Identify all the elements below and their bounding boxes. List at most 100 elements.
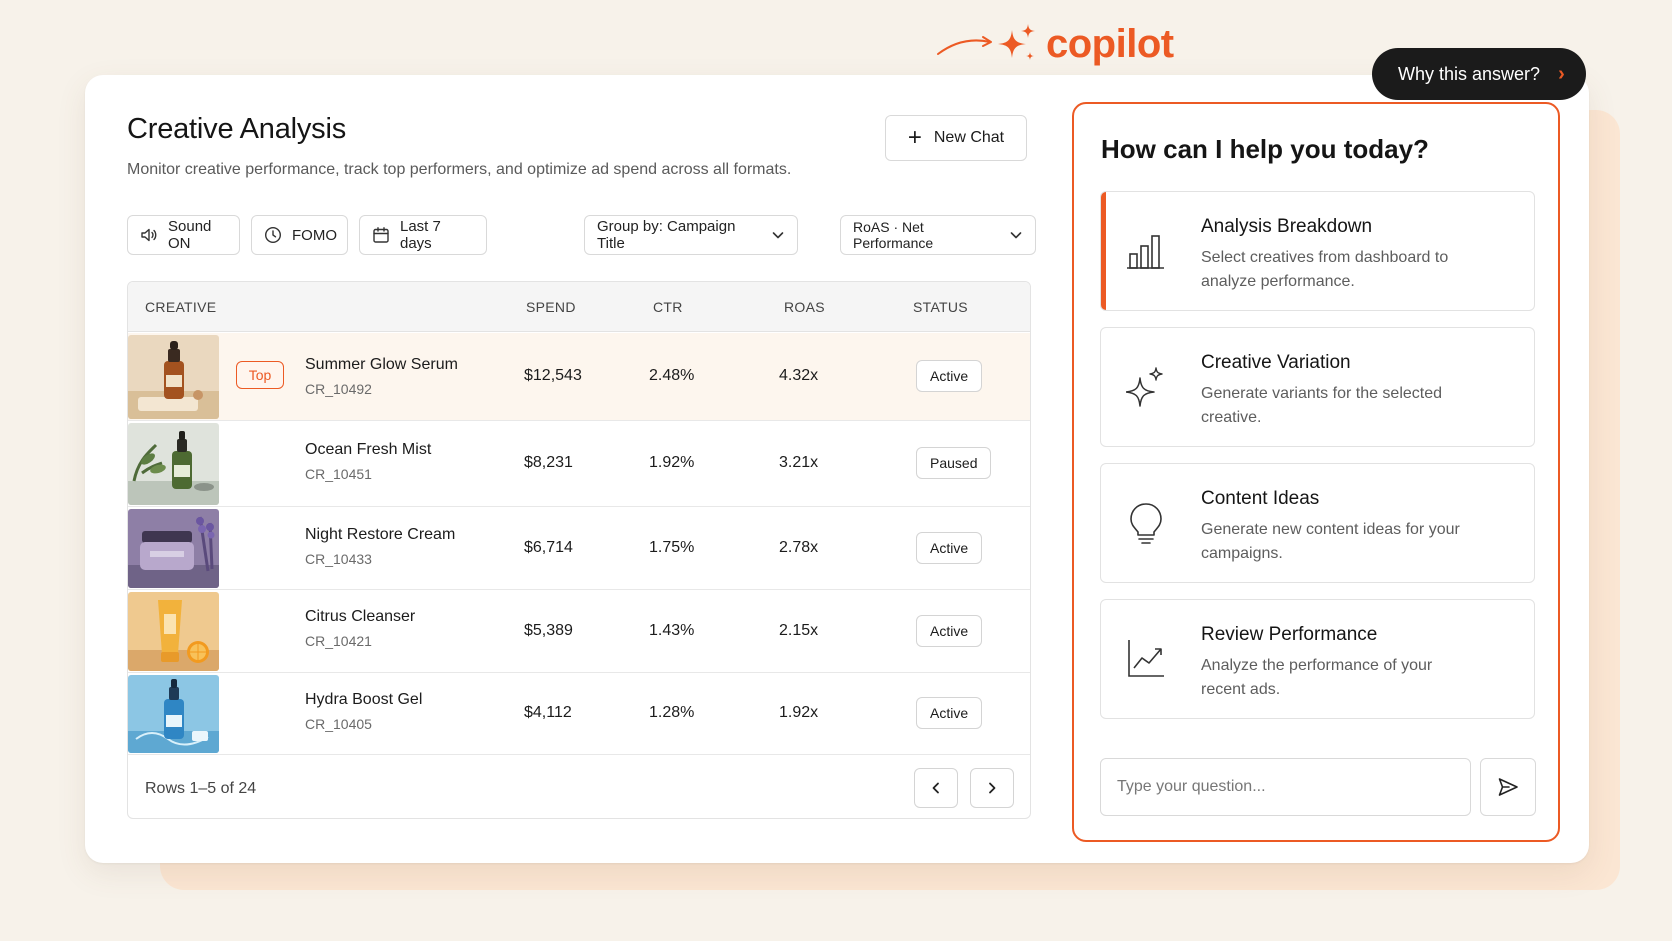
- option-desc: Generate variants for the selected creat…: [1201, 385, 1443, 426]
- spend-value: $5,389: [524, 622, 573, 639]
- creative-id: CR_10492: [305, 381, 372, 397]
- table-row[interactable]: Night Restore Cream CR_10433 $6,714 1.75…: [128, 507, 1030, 590]
- pagination-info: Rows 1–5 of 24: [145, 780, 257, 797]
- chevron-down-icon: [772, 232, 784, 239]
- main-card: Creative Analysis Monitor creative perfo…: [85, 75, 1589, 863]
- creative-thumbnail: [128, 423, 219, 505]
- group-by-dropdown[interactable]: Group by: Campaign Title: [584, 215, 798, 255]
- brand-name: copilot: [1046, 21, 1174, 66]
- new-chat-label: New Chat: [933, 129, 1005, 146]
- option-desc: Analyze the performance of your recent a…: [1201, 657, 1433, 698]
- option-desc: Select creatives from dashboard to analy…: [1201, 249, 1449, 290]
- cleanser-tube-image: [128, 592, 219, 671]
- creative-id: CR_10405: [305, 716, 372, 732]
- gel-bottle-image: [128, 675, 219, 753]
- sparkle-icon: [998, 24, 1035, 60]
- serum-bottle-image: [128, 335, 219, 419]
- spend-value: $8,231: [524, 454, 573, 471]
- speaker-icon: [141, 228, 157, 242]
- cream-jar-image: [128, 509, 219, 588]
- creative-id: CR_10451: [305, 466, 372, 482]
- header-ctr[interactable]: CTR: [653, 299, 683, 315]
- table-row[interactable]: Citrus Cleanser CR_10421 $5,389 1.43% 2.…: [128, 590, 1030, 673]
- brand-logo: copilot: [937, 16, 1174, 72]
- roas-value: 4.32x: [779, 367, 819, 384]
- option-title: Review Performance: [1201, 624, 1378, 645]
- header-status[interactable]: STATUS: [913, 299, 968, 315]
- option-title: Content Ideas: [1201, 488, 1320, 509]
- header-roas[interactable]: ROAS: [784, 299, 825, 315]
- creative-table: CREATIVE SPEND CTR ROAS STATUS Top: [127, 281, 1031, 819]
- why-this-answer-button[interactable]: Why this answer? ›: [1372, 48, 1586, 100]
- roas-value: 2.78x: [779, 539, 819, 556]
- spend-value: $4,112: [524, 704, 572, 721]
- status-badge: Paused: [916, 447, 992, 479]
- creative-id: CR_10433: [305, 551, 372, 567]
- chevron-right-icon: [989, 782, 996, 794]
- chevron-down-icon: [1010, 232, 1022, 239]
- option-analysis-breakdown[interactable]: Analysis Breakdown Select creatives from…: [1100, 191, 1535, 311]
- ctr-value: 2.48%: [649, 367, 695, 384]
- send-icon: [1498, 778, 1518, 796]
- ctr-value: 1.43%: [649, 622, 695, 639]
- creative-thumbnail: [128, 335, 219, 419]
- sparkle-icon: [1126, 367, 1163, 407]
- status-badge: Active: [916, 615, 983, 647]
- copilot-panel: How can I help you today? Analysis Break…: [1072, 102, 1560, 842]
- next-page-button[interactable]: [970, 768, 1014, 808]
- date-range-button[interactable]: Last 7 days: [359, 215, 487, 255]
- header-creative[interactable]: CREATIVE: [145, 299, 217, 315]
- creative-name: Summer Glow Serum: [305, 356, 458, 373]
- metric-dropdown[interactable]: RoAS · Net Performance: [840, 215, 1036, 255]
- mist-bottle-image: [128, 423, 219, 505]
- fomo-filter-button[interactable]: FOMO: [251, 215, 348, 255]
- clock-icon: [264, 226, 282, 244]
- option-review-performance[interactable]: Review Performance Analyze the performan…: [1100, 599, 1535, 719]
- creative-name: Ocean Fresh Mist: [305, 441, 432, 458]
- option-content-ideas[interactable]: Content Ideas Generate new content ideas…: [1100, 463, 1535, 583]
- table-row[interactable]: Hydra Boost Gel CR_10405 $4,112 1.28% 1.…: [128, 673, 1030, 755]
- option-title: Creative Variation: [1201, 352, 1351, 373]
- bar-chart-icon: [1127, 235, 1164, 269]
- header-spend[interactable]: SPEND: [526, 299, 576, 315]
- question-input[interactable]: [1100, 758, 1471, 816]
- creative-name: Night Restore Cream: [305, 526, 456, 543]
- lightbulb-icon: [1130, 503, 1162, 544]
- creative-thumbnail: [128, 509, 219, 588]
- why-this-answer-label: Why this answer?: [1398, 63, 1541, 84]
- new-chat-button[interactable]: + New Chat: [885, 115, 1027, 161]
- roas-value: 1.92x: [779, 704, 819, 721]
- creative-id: CR_10421: [305, 633, 372, 649]
- creative-name: Citrus Cleanser: [305, 608, 416, 625]
- sound-toggle-button[interactable]: Sound ON: [127, 215, 240, 255]
- sound-label: Sound ON: [168, 218, 212, 252]
- fomo-label: FOMO: [292, 226, 337, 244]
- chevron-right-icon: ›: [1558, 62, 1565, 85]
- table-row[interactable]: Top Summer Glow Serum CR_10492 $12,543 2…: [128, 333, 1030, 421]
- calendar-icon: [373, 227, 389, 243]
- creative-thumbnail: [128, 592, 219, 671]
- spend-value: $12,543: [524, 367, 582, 384]
- date-range-label: Last 7 days: [400, 218, 441, 252]
- trend-chart-icon: [1128, 640, 1164, 677]
- spend-value: $6,714: [524, 539, 573, 556]
- roas-value: 2.15x: [779, 622, 819, 639]
- ctr-value: 1.92%: [649, 454, 695, 471]
- creative-name: Hydra Boost Gel: [305, 691, 423, 708]
- table-row[interactable]: Ocean Fresh Mist CR_10451 $8,231 1.92% 3…: [128, 421, 1030, 507]
- creative-thumbnail: [128, 675, 219, 753]
- arrow-swoosh-icon: [937, 36, 992, 55]
- send-button[interactable]: [1480, 758, 1536, 816]
- group-by-label: Group by: Campaign Title: [597, 218, 736, 252]
- page-subtitle: Monitor creative performance, track top …: [127, 161, 792, 178]
- option-title: Analysis Breakdown: [1201, 216, 1373, 237]
- option-desc: Generate new content ideas for your camp…: [1201, 521, 1460, 562]
- table-header: CREATIVE SPEND CTR ROAS STATUS: [128, 282, 1030, 332]
- page-title: Creative Analysis: [127, 113, 347, 145]
- roas-value: 3.21x: [779, 454, 819, 471]
- option-creative-variation[interactable]: Creative Variation Generate variants for…: [1100, 327, 1535, 447]
- copilot-heading: How can I help you today?: [1101, 134, 1429, 164]
- prev-page-button[interactable]: [914, 768, 958, 808]
- status-badge: Active: [916, 532, 983, 564]
- ctr-value: 1.75%: [649, 539, 695, 556]
